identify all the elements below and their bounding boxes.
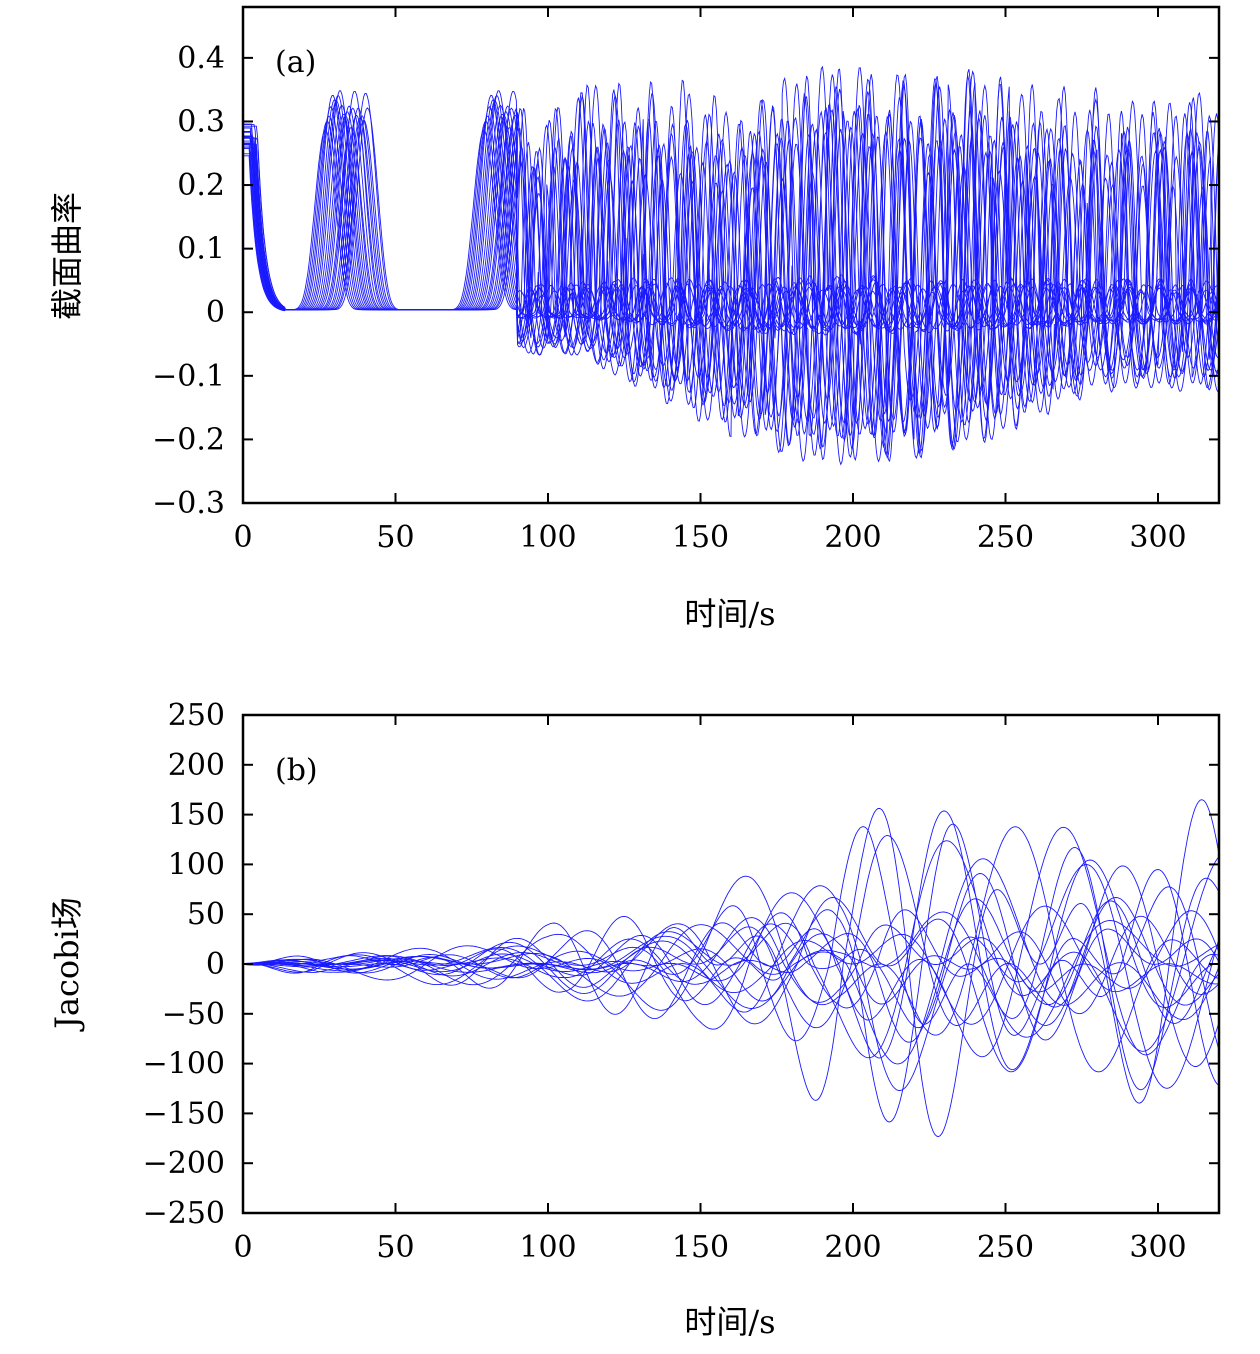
panel-a-x-tick-label: 150 [672, 520, 729, 555]
panel-b-x-tick-label: 50 [376, 1230, 414, 1265]
panel-a-x-tick-label: 300 [1129, 520, 1186, 555]
panel-b-series-line [243, 826, 1219, 1073]
panel-a-y-tick-label: 0 [206, 295, 225, 330]
panel-a-series-line [243, 105, 1219, 436]
panel-b-y-tick-label: 0 [206, 947, 225, 982]
panel-a-y-tick-label: −0.1 [152, 359, 225, 394]
panel-b-series-line [243, 835, 1219, 1067]
panel-a-x-tick-label: 250 [977, 520, 1034, 555]
panel-b-series-line [243, 897, 1219, 1026]
panel-a-x-tick-label: 0 [233, 520, 252, 555]
panel-b-y-tick-label: 150 [168, 798, 225, 833]
panel-b-x-tick-label: 100 [519, 1230, 576, 1265]
panel-a-x-tick-label: 200 [824, 520, 881, 555]
panel-a-y-tick-label: 0.3 [177, 104, 225, 139]
panel-b-series-line [243, 864, 1219, 1091]
panel-a-series-line [243, 111, 1219, 431]
panel-b-y-tick-label: 50 [187, 897, 225, 932]
panel-b-y-tick-label: −200 [143, 1146, 225, 1181]
panel-b-label: (b) [275, 753, 318, 788]
panel-b-y-tick-label: 250 [168, 698, 225, 733]
panel-b-x-tick-label: 200 [824, 1230, 881, 1265]
panel-b-series-line [243, 905, 1219, 1025]
panel-b-y-tick-label: 200 [168, 748, 225, 783]
panel-a: 0 50 100 150 200 250 300 0.4 0.3 0.2 0.1 0 −0.1 −0.2 −… [48, 5, 1221, 633]
panel-b-y-axis-label: Jacobi场 [48, 897, 86, 1032]
panel-b-series-line [243, 840, 1219, 1059]
panel-a-series-group [243, 65, 1219, 466]
panel-b-series-line [243, 826, 1219, 1091]
panel-a-y-axis-label: 截面曲率 [48, 192, 86, 320]
panel-a-label: (a) [275, 45, 316, 80]
panel-b-x-tick-label: 300 [1129, 1230, 1186, 1265]
panel-b-x-tick-label: 250 [977, 1230, 1034, 1265]
panel-b-series-line [243, 915, 1219, 1015]
panel-a-x-axis-label: 时间/s [684, 595, 775, 633]
panel-a-y-tick-label: −0.3 [152, 486, 225, 521]
panel-b-y-tick-label: −150 [143, 1096, 225, 1131]
panel-b: 0 50 100 150 200 250 300 250 200 150 100 50 0 −50 −100… [48, 698, 1221, 1341]
panel-b-y-tick-label: −250 [143, 1196, 225, 1231]
panel-b-x-tick-label: 0 [233, 1230, 252, 1265]
panel-a-y-tick-label: 0.2 [177, 168, 225, 203]
panel-b-y-tick-label: −50 [162, 997, 225, 1032]
panel-b-y-tick-label: −100 [143, 1047, 225, 1082]
panel-b-x-tick-label: 150 [672, 1230, 729, 1265]
panel-b-series-line [243, 859, 1219, 1073]
panel-b-ticks: 0 50 100 150 200 250 300 250 200 150 100 50 0 −50 −100… [143, 698, 1219, 1265]
panel-a-plot-frame [241, 5, 1221, 505]
panel-a-ticks: 0 50 100 150 200 250 300 0.4 0.3 0.2 0.1 0 −0.1 −0.2 −… [152, 7, 1219, 555]
panel-b-y-tick-label: 100 [168, 847, 225, 882]
panel-b-series-group [243, 799, 1219, 1138]
panel-a-x-tick-label: 100 [519, 520, 576, 555]
panel-b-series-line [243, 826, 1219, 1058]
panel-a-x-tick-label: 50 [376, 520, 414, 555]
panel-a-y-tick-label: 0.1 [177, 232, 225, 267]
panel-a-y-tick-label: 0.4 [177, 41, 225, 76]
panel-b-x-axis-label: 时间/s [684, 1303, 775, 1341]
panel-a-series-line [243, 107, 1219, 437]
panel-b-series-line [243, 898, 1219, 1043]
panel-b-series-line [243, 900, 1219, 1024]
panel-b-series-line [243, 858, 1219, 1065]
panel-b-series-line [243, 810, 1219, 1071]
panel-a-y-tick-label: −0.2 [152, 422, 225, 457]
